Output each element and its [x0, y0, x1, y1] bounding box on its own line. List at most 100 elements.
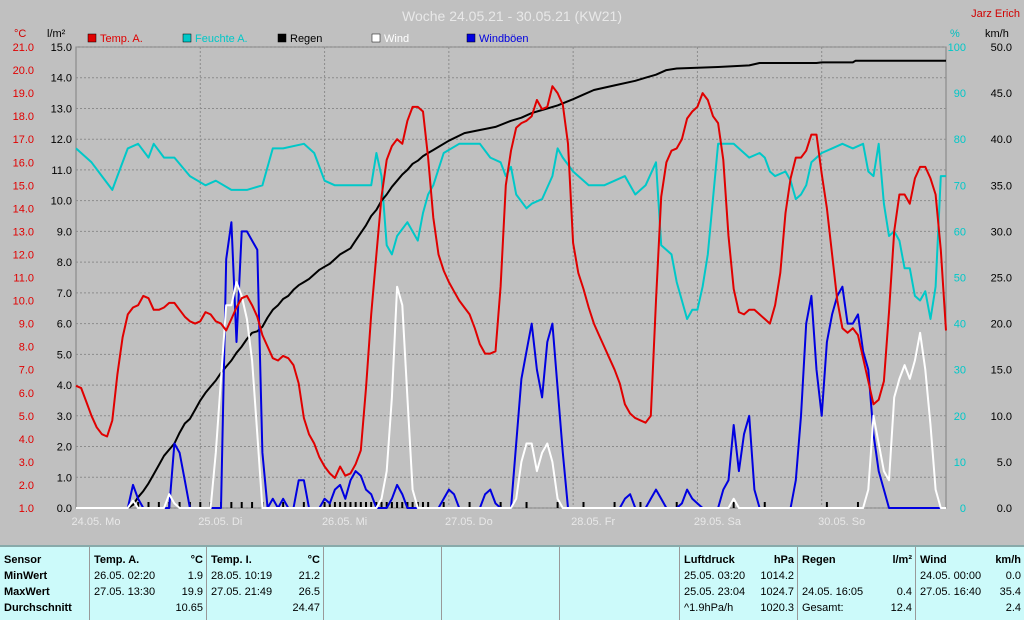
- temp-tick-label: 8.0: [19, 342, 34, 354]
- legend-swatch: [371, 33, 381, 43]
- legend-swatch: [87, 33, 97, 43]
- humid-tick-label: 0: [960, 503, 966, 515]
- rain-tick-label: 6.0: [57, 319, 72, 331]
- chart-grid: [75, 46, 947, 509]
- rain-tick-label: 15.0: [51, 42, 72, 54]
- stats-header: Luftdruck: [684, 554, 735, 566]
- legend-label: Regen: [290, 33, 322, 45]
- stats-header: Temp. A.: [94, 554, 140, 566]
- humid-tick-label: 50: [954, 273, 966, 285]
- humid-tick-label: 40: [954, 319, 966, 331]
- temp-tick-label: 7.0: [19, 365, 34, 377]
- stats-avg-value: 1020.3: [760, 602, 794, 614]
- x-tick-label: 24.05. Mo: [72, 516, 121, 528]
- stats-max-time: 24.05. 16:05: [802, 586, 864, 598]
- wind-tick-label: 10.0: [991, 411, 1012, 423]
- stats-min-time: 25.05. 03:20: [684, 570, 746, 582]
- legend-swatch: [182, 33, 192, 43]
- legend-swatch: [466, 33, 476, 43]
- wind-tick-label: 45.0: [991, 88, 1012, 100]
- wind-tick-label: 25.0: [991, 273, 1012, 285]
- humid-tick-label: 10: [954, 457, 966, 469]
- rain-tick-label: 10.0: [51, 196, 72, 208]
- rain-tick-label: 4.0: [57, 380, 72, 392]
- stats-unit: l/m²: [892, 554, 912, 566]
- stats-min-value: 1014.2: [760, 570, 794, 582]
- stats-column-wind: Wind km/h 24.05. 00:00 0.0 27.05. 16:40 35.…: [916, 547, 1024, 620]
- stats-unit: km/h: [995, 554, 1021, 566]
- stats-max-time: 27.05. 21:49: [211, 586, 273, 598]
- wind-tick-label: 20.0: [991, 319, 1012, 331]
- temp-tick-label: 19.0: [13, 88, 34, 100]
- stats-column-rain: Regen l/m² 24.05. 16:05 0.4 Gesamt: 12.4: [798, 547, 916, 620]
- stats-max-value: 0.4: [896, 586, 912, 598]
- rain-tick-label: 12.0: [51, 134, 72, 146]
- series-line-temp-a-: [75, 85, 947, 479]
- rain-tick-label: 11.0: [51, 165, 72, 177]
- wind-tick-label: 0.0: [997, 503, 1012, 515]
- temp-tick-label: 1.0: [19, 503, 34, 515]
- stats-label-avg: Durchschnitt: [4, 602, 72, 614]
- stats-max-time: 27.05. 16:40: [920, 586, 982, 598]
- legend-swatch: [277, 33, 287, 43]
- humid-tick-label: 80: [954, 134, 966, 146]
- wind-tick-label: 5.0: [997, 457, 1012, 469]
- temp-tick-label: 12.0: [13, 249, 34, 261]
- legend-label: Temp. A.: [100, 33, 143, 45]
- chart-plot-area: [75, 59, 947, 509]
- rain-tick-label: 0.0: [57, 503, 72, 515]
- rain-tick-label: 13.0: [51, 103, 72, 115]
- stats-empty-column: [442, 547, 560, 620]
- wind-tick-label: 35.0: [991, 180, 1012, 192]
- temp-tick-label: 4.0: [19, 434, 34, 446]
- humid-tick-label: 30: [954, 365, 966, 377]
- legend-label: Feuchte A.: [195, 33, 248, 45]
- chart-title: Woche 24.05.21 - 30.05.21 (KW21): [402, 8, 622, 24]
- stats-header: Temp. I.: [211, 554, 252, 566]
- x-tick-label: 25.05. Di: [198, 516, 242, 528]
- temp-tick-label: 16.0: [13, 157, 34, 169]
- stats-labels-column: Sensor MinWert MaxWert Durchschnitt: [0, 547, 90, 620]
- chart-axes: 24.05. Mo 25.05. Di 26.05. Mi 27.05. Do 28.0…: [13, 42, 1012, 528]
- x-tick-label: 30.05. So: [818, 516, 865, 528]
- temp-tick-label: 21.0: [13, 42, 34, 54]
- x-tick-label: 29.05. Sa: [694, 516, 742, 528]
- stats-column-temp-a: Temp. A. °C 26.05. 02:20 1.9 27.05. 13:30 1…: [90, 547, 207, 620]
- humid-tick-label: 70: [954, 180, 966, 192]
- stats-min-time: 24.05. 00:00: [920, 570, 982, 582]
- stats-min-time: 26.05. 02:20: [94, 570, 156, 582]
- stats-label-max: MaxWert: [4, 586, 50, 598]
- temp-tick-label: 3.0: [19, 457, 34, 469]
- stats-min-value: 0.0: [1005, 570, 1021, 582]
- x-tick-label: 27.05. Do: [445, 516, 493, 528]
- temp-tick-label: 14.0: [13, 203, 34, 215]
- stats-header: Regen: [802, 554, 836, 566]
- stats-max-value: 19.9: [181, 586, 203, 598]
- wind-axis-unit: km/h: [985, 28, 1009, 40]
- rain-tick-label: 8.0: [57, 257, 72, 269]
- stats-header: Wind: [920, 554, 947, 566]
- humid-axis-unit: %: [950, 28, 960, 40]
- temp-tick-label: 11.0: [13, 273, 34, 285]
- stats-max-time: 25.05. 23:04: [684, 586, 746, 598]
- wind-tick-label: 40.0: [991, 134, 1012, 146]
- rain-tick-label: 14.0: [51, 73, 72, 85]
- temp-tick-label: 10.0: [13, 296, 34, 308]
- temp-axis-unit: °C: [14, 28, 26, 40]
- stats-empty-column: [560, 547, 680, 620]
- temp-tick-label: 13.0: [13, 226, 34, 238]
- temp-tick-label: 9.0: [19, 319, 34, 331]
- rain-tick-label: 7.0: [57, 288, 72, 300]
- stats-empty-column: [324, 547, 442, 620]
- stats-avg-value: 2.4: [1005, 602, 1021, 614]
- stats-column-pressure: Luftdruck hPa 25.05. 03:20 1014.2 25.05. 2…: [680, 547, 798, 620]
- humid-tick-label: 60: [954, 226, 966, 238]
- stats-unit: °C: [307, 554, 320, 566]
- plot-frame: [75, 46, 947, 509]
- rain-tick-label: 9.0: [57, 226, 72, 238]
- rain-tick-label: 5.0: [57, 349, 72, 361]
- x-tick-label: 26.05. Mi: [322, 516, 367, 528]
- temp-tick-label: 15.0: [13, 180, 34, 192]
- temp-tick-label: 5.0: [19, 411, 34, 423]
- legend-label: Wind: [384, 33, 409, 45]
